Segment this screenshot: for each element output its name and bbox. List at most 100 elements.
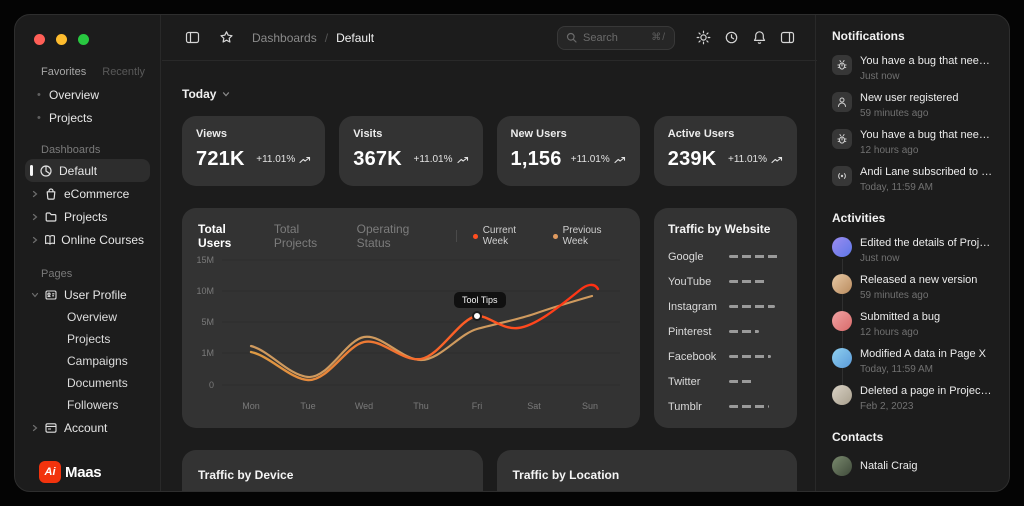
stat-card-active-users[interactable]: Active Users 239K +11.01% — [653, 116, 797, 186]
sidebar-subitem-followers[interactable]: Followers — [25, 394, 150, 416]
traffic-bar — [729, 305, 775, 308]
chevron-down-icon — [31, 291, 44, 299]
traffic-bar — [729, 405, 769, 408]
sidebar-subitem-campaigns[interactable]: Campaigns — [25, 350, 150, 372]
tab-favorites[interactable]: Favorites — [41, 66, 87, 78]
legend-current-week[interactable]: Current Week — [473, 225, 539, 247]
folder-icon — [44, 210, 62, 224]
search-shortcut: ⌘/ — [651, 32, 666, 43]
stat-card-visits[interactable]: Visits 367K +11.01% — [339, 116, 483, 186]
total-users-chart-card: Total Users Total Projects Operating Sta… — [182, 208, 640, 428]
sidebar-item-label: Campaigns — [67, 354, 128, 368]
tab-operating-status[interactable]: Operating Status — [356, 222, 410, 250]
app-logo[interactable]: Ai Maas — [39, 461, 102, 483]
history-button[interactable] — [719, 26, 743, 50]
theme-sun-button[interactable] — [691, 26, 715, 50]
trend-up-icon — [614, 156, 625, 163]
period-selector[interactable]: Today — [182, 87, 230, 101]
website-row-google[interactable]: Google — [668, 244, 783, 269]
sidebar-item-overview[interactable]: • Overview — [15, 83, 160, 106]
minimize-button[interactable] — [56, 34, 67, 45]
card-title: Traffic by Location — [512, 468, 620, 482]
header-actions — [691, 26, 799, 50]
notification-title: You have a bug that needs t... — [860, 129, 993, 141]
notification-time: Just now — [860, 71, 900, 82]
notifications-title: Notifications — [832, 29, 905, 43]
bug-icon — [832, 55, 852, 75]
activity-title: Submitted a bug — [860, 311, 941, 323]
sidebar-subitem-projects[interactable]: Projects — [25, 328, 150, 350]
traffic-by-website-card: Traffic by Website Google YouTube Instag… — [654, 208, 797, 428]
line-chart: 15M 10M 5M 1M 0 Mon Tue Wed Thu Fri Sat — [196, 255, 620, 411]
website-row-instagram[interactable]: Instagram — [668, 294, 783, 319]
avatar — [832, 385, 852, 405]
sidebar-item-default[interactable]: Default — [25, 159, 150, 182]
y-tick: 1M — [201, 348, 214, 358]
search-bar[interactable]: ⌘/ — [557, 25, 675, 50]
search-icon — [566, 32, 577, 43]
tab-total-projects[interactable]: Total Projects — [273, 222, 318, 250]
y-tick: 5M — [201, 317, 214, 327]
sidebar-subitem-overview[interactable]: Overview — [25, 306, 150, 328]
sidebar-subitem-documents[interactable]: Documents — [25, 372, 150, 394]
stat-card-views[interactable]: Views 721K +11.01% — [182, 116, 326, 186]
activity-item[interactable]: Edited the details of Project X Just now — [832, 237, 993, 264]
notification-item[interactable]: You have a bug that needs t... Just now — [832, 55, 993, 82]
sidebar-item-user-profile[interactable]: User Profile — [25, 283, 150, 306]
avatar — [832, 237, 852, 257]
traffic-bar — [729, 255, 781, 258]
activity-item[interactable]: Modified A data in Page X Today, 11:59 A… — [832, 348, 993, 375]
notification-item[interactable]: New user registered 59 minutes ago — [832, 92, 993, 119]
right-panel-toggle-button[interactable] — [775, 26, 799, 50]
activities-list: Edited the details of Project X Just now… — [832, 237, 993, 412]
sidebar-item-projects[interactable]: • Projects — [15, 106, 160, 129]
website-row-youtube[interactable]: YouTube — [668, 269, 783, 294]
stat-cards-row: Views 721K +11.01% Visits 367K +1 — [182, 116, 797, 186]
website-row-facebook[interactable]: Facebook — [668, 344, 783, 369]
notification-title: You have a bug that needs t... — [860, 55, 993, 67]
sidebar-item-account[interactable]: Account — [25, 416, 150, 439]
main-content: Dashboards / Default ⌘/ — [162, 15, 817, 491]
website-row-twitter[interactable]: Twitter — [668, 369, 783, 394]
x-tick: Thu — [413, 401, 429, 411]
zoom-button[interactable] — [78, 34, 89, 45]
sidebar-toggle-button[interactable] — [180, 26, 204, 50]
chart-tooltip: Tool Tips — [454, 292, 506, 308]
sidebar-item-ecommerce[interactable]: eCommerce — [25, 182, 150, 205]
search-input[interactable] — [583, 31, 646, 44]
chevron-right-icon — [31, 213, 44, 221]
activity-item[interactable]: Released a new version 59 minutes ago — [832, 274, 993, 301]
favorite-star-button[interactable] — [214, 26, 238, 50]
notifications-bell-button[interactable] — [747, 26, 771, 50]
avatar — [832, 274, 852, 294]
sidebar-item-projects-dashboard[interactable]: Projects — [25, 205, 150, 228]
contact-item[interactable]: Natali Craig — [832, 456, 993, 476]
traffic-bar — [729, 280, 767, 283]
tab-recently[interactable]: Recently — [102, 66, 146, 78]
activity-time: 12 hours ago — [860, 327, 919, 338]
close-button[interactable] — [34, 34, 45, 45]
breadcrumb-section[interactable]: Dashboards — [252, 30, 317, 45]
avatar — [832, 348, 852, 368]
notification-item[interactable]: Andi Lane subscribed to you Today, 11:59… — [832, 166, 993, 193]
breadcrumb-separator: / — [324, 30, 329, 45]
sidebar-item-label: Default — [59, 163, 98, 178]
activity-title: Edited the details of Project X — [860, 237, 993, 249]
notification-item[interactable]: You have a bug that needs t... 12 hours … — [832, 129, 993, 156]
tab-total-users[interactable]: Total Users — [198, 222, 232, 250]
bug-icon — [832, 129, 852, 149]
bullet-icon: • — [37, 111, 41, 124]
legend-previous-week[interactable]: Previous Week — [553, 225, 624, 247]
website-row-pinterest[interactable]: Pinterest — [668, 319, 783, 344]
activity-item[interactable]: Submitted a bug 12 hours ago — [832, 311, 993, 338]
sidebar-item-online-courses[interactable]: Online Courses — [25, 228, 150, 251]
sidebar-item-label: Overview — [67, 310, 118, 324]
pie-chart-icon — [39, 164, 57, 178]
activity-title: Deleted a page in Project X — [860, 385, 993, 397]
activity-item[interactable]: Deleted a page in Project X Feb 2, 2023 — [832, 385, 993, 412]
website-row-tumblr[interactable]: Tumblr — [668, 394, 783, 419]
dashboard-content: Today Views 721K +11.01% — [162, 87, 817, 491]
stat-value: 1,156 — [510, 148, 562, 170]
logo-text: Maas — [65, 463, 102, 481]
stat-card-new-users[interactable]: New Users 1,156 +11.01% — [496, 116, 640, 186]
